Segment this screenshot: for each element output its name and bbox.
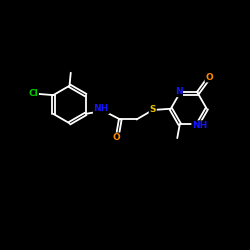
- Text: O: O: [112, 133, 120, 142]
- Text: NH: NH: [94, 104, 109, 113]
- Text: Cl: Cl: [28, 90, 38, 98]
- Text: O: O: [206, 73, 213, 82]
- Text: S: S: [150, 106, 156, 114]
- Text: NH: NH: [192, 121, 208, 130]
- Text: N: N: [175, 88, 182, 96]
